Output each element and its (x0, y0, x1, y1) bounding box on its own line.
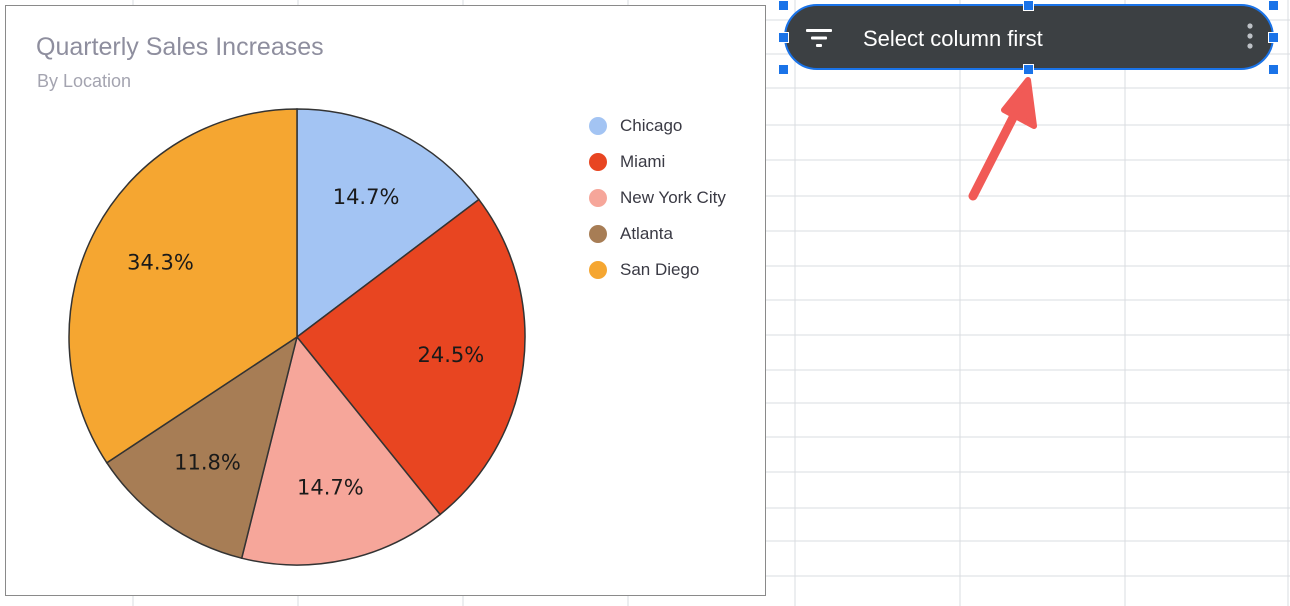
resize-handle-top-right[interactable] (1268, 0, 1279, 11)
pie-chart[interactable]: Quarterly Sales Increases By Location 14… (5, 5, 766, 596)
legend-item: New York City (589, 180, 726, 216)
legend-label: New York City (620, 188, 726, 207)
slicer-control[interactable]: Select column first (784, 4, 1274, 70)
pie-slice-new-york-city[interactable] (240, 335, 442, 566)
legend-swatch (589, 117, 607, 135)
slicer-label[interactable]: Select column first (863, 26, 1043, 51)
resize-handle-top[interactable] (1023, 0, 1034, 11)
legend-item: Chicago (589, 108, 726, 144)
legend-swatch (589, 261, 607, 279)
pie-plot: 14.7% 24.5% 14.7% 11.8% 34.3% (68, 108, 526, 566)
resize-handle-bottom-right[interactable] (1268, 64, 1279, 75)
pie-slice-miami[interactable] (295, 198, 526, 516)
pie-slice-atlanta[interactable] (105, 335, 299, 560)
slice-data-label: 14.7% (297, 475, 364, 499)
legend-item: San Diego (589, 252, 726, 288)
legend-item: Atlanta (589, 216, 726, 252)
legend-label: San Diego (620, 260, 700, 279)
slice-data-label: 14.7% (333, 185, 400, 209)
slice-data-label: 34.3% (127, 251, 194, 275)
resize-handle-top-left[interactable] (778, 0, 789, 11)
pie-slice-chicago[interactable] (296, 108, 480, 339)
legend-item: Miami (589, 144, 726, 180)
pie-slice-san-diego[interactable] (68, 108, 298, 464)
resize-handle-left[interactable] (778, 32, 789, 43)
more-vertical-icon[interactable] (1242, 20, 1258, 52)
chart-subtitle: By Location (37, 71, 132, 91)
legend-swatch (589, 225, 607, 243)
legend-swatch (589, 189, 607, 207)
filter-icon[interactable] (804, 23, 834, 53)
resize-handle-bottom-left[interactable] (778, 64, 789, 75)
legend-label: Miami (620, 152, 666, 171)
legend-swatch (589, 153, 607, 171)
resize-handle-right[interactable] (1268, 32, 1279, 43)
slice-data-label: 11.8% (174, 451, 241, 475)
slice-data-label: 24.5% (417, 343, 484, 367)
legend-label: Chicago (620, 116, 683, 135)
chart-legend: Chicago Miami New York City Atlanta San Dieg… (589, 108, 726, 288)
resize-handle-bottom[interactable] (1023, 64, 1034, 75)
chart-title: Quarterly Sales Increases (36, 33, 324, 61)
legend-label: Atlanta (620, 224, 673, 243)
